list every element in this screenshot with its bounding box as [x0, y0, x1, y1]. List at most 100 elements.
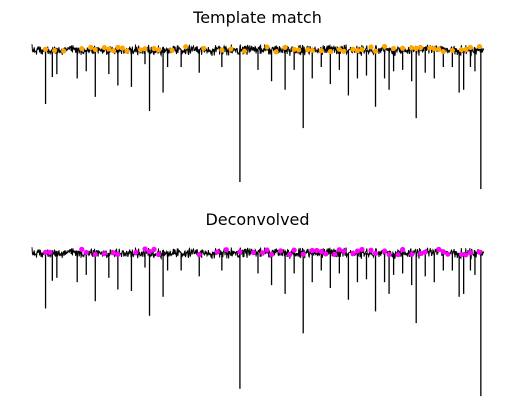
event-marker: [418, 250, 424, 257]
event-marker: [155, 47, 162, 53]
event-marker: [92, 46, 98, 53]
event-marker: [241, 48, 248, 54]
event-marker: [400, 45, 406, 51]
event-marker: [237, 249, 243, 255]
event-marker: [458, 251, 464, 258]
signal-trace: [31, 246, 485, 261]
event-marker: [155, 251, 162, 258]
deconvolved-panel: Deconvolved: [0, 205, 515, 411]
event-marker: [119, 45, 125, 51]
deconvolved-chart: [31, 246, 485, 397]
event-marker: [391, 45, 397, 52]
chart-title: Template match: [193, 8, 322, 27]
event-marker: [101, 44, 107, 51]
event-marker: [436, 246, 442, 252]
event-marker: [273, 49, 279, 55]
event-marker: [476, 249, 483, 255]
event-marker: [83, 249, 89, 256]
event-marker: [327, 48, 333, 55]
event-marker: [467, 250, 474, 256]
event-marker: [413, 45, 419, 51]
event-marker: [151, 45, 157, 52]
event-marker: [196, 252, 202, 258]
event-marker: [332, 251, 338, 258]
event-marker: [436, 46, 442, 52]
event-marker: [386, 251, 392, 258]
event-marker: [92, 251, 98, 257]
event-marker: [449, 47, 455, 54]
event-marker: [440, 249, 446, 255]
event-marker: [305, 47, 311, 53]
event-marker: [110, 48, 116, 54]
event-marker: [79, 246, 85, 252]
event-marker: [133, 249, 139, 255]
template-match-chart: [31, 43, 485, 190]
event-marker: [79, 45, 85, 52]
event-marker: [418, 45, 424, 51]
event-marker: [341, 248, 347, 254]
event-marker: [268, 251, 275, 258]
event-marker: [106, 46, 112, 52]
event-marker: [359, 47, 365, 53]
event-marker: [458, 47, 464, 53]
event-marker: [381, 43, 388, 50]
event-marker: [219, 47, 225, 53]
event-marker: [142, 46, 148, 52]
event-marker: [463, 252, 469, 258]
event-marker: [278, 248, 284, 254]
event-marker: [400, 246, 406, 253]
event-marker: [350, 250, 356, 256]
event-marker: [169, 47, 175, 53]
event-marker: [201, 45, 207, 51]
event-marker: [296, 47, 302, 53]
signal-trace: [31, 43, 485, 58]
event-marker: [350, 46, 356, 52]
event-marker: [372, 250, 379, 256]
template-match-panel: Template match: [0, 0, 515, 205]
event-marker: [228, 46, 234, 52]
event-marker: [431, 46, 437, 52]
event-marker: [359, 246, 365, 253]
event-marker: [291, 247, 297, 253]
event-marker: [381, 248, 388, 254]
event-marker: [422, 249, 428, 255]
event-marker: [101, 251, 107, 257]
event-marker: [409, 251, 415, 258]
event-marker: [223, 247, 229, 253]
event-marker: [115, 251, 121, 257]
event-marker: [259, 250, 266, 256]
event-marker: [300, 251, 306, 257]
event-marker: [463, 46, 469, 53]
event-marker: [467, 44, 474, 51]
event-marker: [318, 248, 324, 255]
event-marker: [291, 46, 297, 52]
event-marker: [372, 48, 379, 54]
event-marker: [124, 48, 130, 54]
event-marker: [183, 44, 189, 50]
event-marker: [146, 248, 153, 255]
event-marker: [476, 43, 483, 50]
event-marker: [368, 44, 374, 50]
event-marker: [151, 246, 157, 252]
chart-title: Deconvolved: [205, 210, 310, 229]
event-marker: [354, 47, 361, 54]
event-marker: [336, 46, 342, 52]
event-marker: [287, 252, 293, 258]
event-marker: [42, 46, 49, 52]
event-marker: [395, 252, 401, 258]
event-marker: [264, 44, 270, 50]
event-marker: [336, 247, 342, 253]
event-marker: [341, 48, 347, 54]
event-marker: [142, 246, 148, 252]
event-marker: [409, 45, 415, 51]
event-marker: [314, 247, 320, 254]
event-marker: [445, 251, 451, 257]
event-marker: [250, 249, 257, 256]
event-marker: [52, 47, 58, 54]
event-marker: [309, 47, 315, 53]
event-marker: [88, 44, 94, 50]
event-marker: [368, 247, 374, 253]
event-marker: [309, 247, 315, 254]
event-marker: [318, 48, 324, 54]
event-marker: [61, 48, 67, 54]
